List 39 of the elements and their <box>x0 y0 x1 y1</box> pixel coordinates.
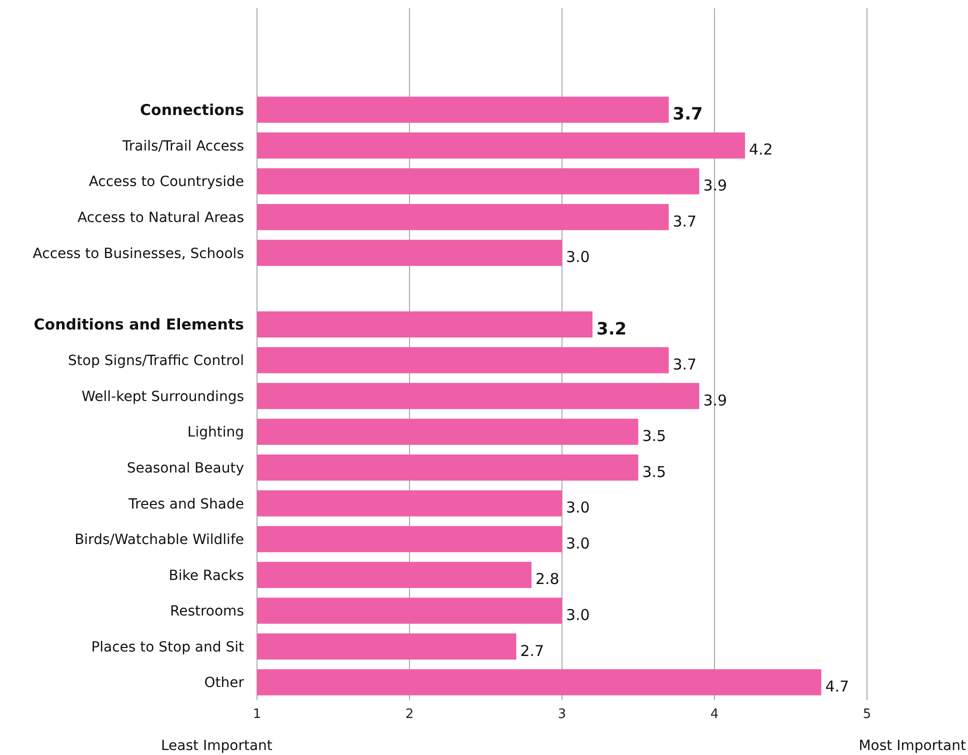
y-tick-label: Trees and Shade <box>127 496 244 512</box>
y-tick-label: Restrooms <box>170 604 244 620</box>
y-tick-label: Access to Countryside <box>88 174 244 190</box>
y-tick-label: Bike Racks <box>168 568 244 584</box>
data-label: 3.9 <box>703 176 728 195</box>
x-tick-label: 4 <box>710 707 719 722</box>
x-tick-label: 5 <box>862 707 872 722</box>
data-label: 3.0 <box>566 248 590 266</box>
data-label: 3.7 <box>672 355 697 374</box>
data-label: 4.2 <box>749 140 773 159</box>
y-tick-label: Places to Stop and Sit <box>91 639 244 656</box>
y-tick-label: Connections <box>140 100 244 119</box>
y-tick-label: Lighting <box>187 424 244 441</box>
data-label: 3.0 <box>566 498 590 517</box>
y-tick-label: Access to Natural Areas <box>78 210 244 226</box>
x-tick-label: 3 <box>558 707 566 722</box>
y-tick-label: Birds/Watchable Wildlife <box>74 532 244 548</box>
data-label: 3.5 <box>642 427 666 446</box>
y-tick-label: Seasonal Beauty <box>126 460 244 476</box>
text: Most Important <box>858 738 966 754</box>
y-tick-label: Stop Signs/Traffic Control <box>68 353 244 370</box>
data-label: 3.2 <box>596 319 627 340</box>
x-tick-label: 2 <box>405 707 414 722</box>
x-tick-label: 1 <box>252 707 262 722</box>
data-label: 3.7 <box>672 212 697 230</box>
data-label: 3.5 <box>642 462 666 481</box>
y-tick-label: Trails/Trail Access <box>121 138 244 154</box>
data-label: 3.0 <box>566 606 590 624</box>
text: Least Important <box>161 738 273 754</box>
y-tick-label: Other <box>204 675 244 692</box>
data-label: 3.0 <box>566 534 590 552</box>
data-label: 3.9 <box>703 391 728 410</box>
y-tick-label: Well-kept Surroundings <box>82 388 244 405</box>
data-label: 2.7 <box>520 642 544 660</box>
y-tick-label: Access to Businesses, Schools <box>32 246 244 262</box>
data-label: 4.7 <box>825 678 850 696</box>
data-label: 2.8 <box>536 570 560 588</box>
data-label: 3.7 <box>672 104 703 125</box>
y-tick-label: Conditions and Elements <box>34 316 244 334</box>
